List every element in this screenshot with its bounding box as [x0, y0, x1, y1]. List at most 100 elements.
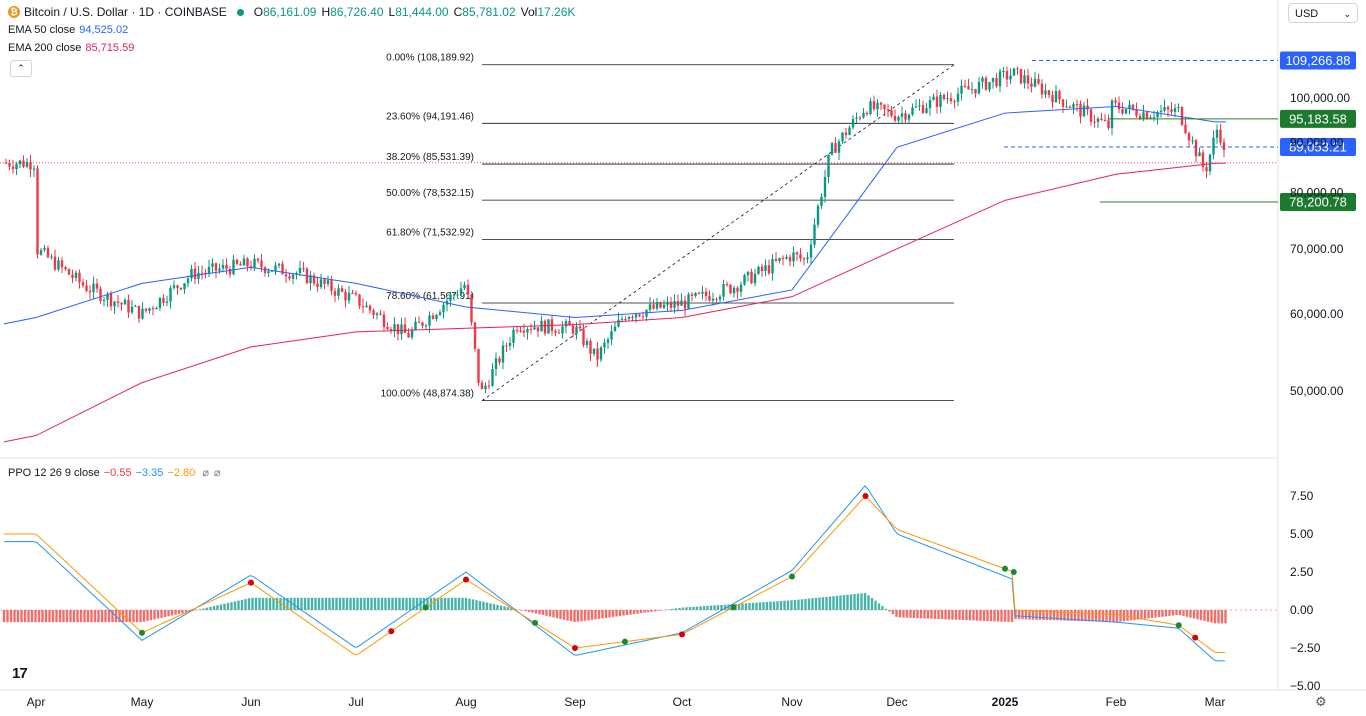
ppo-histogram-bar — [251, 597, 254, 610]
candle-body — [659, 302, 662, 308]
candle-body — [498, 358, 501, 363]
ppo-histogram-bar — [618, 610, 622, 617]
ppo-histogram-bar — [569, 610, 573, 622]
ppo-histogram-bar — [580, 610, 583, 622]
time-tick-label: Nov — [781, 695, 802, 709]
candle-body — [949, 98, 953, 102]
candle-body — [116, 301, 120, 303]
ppo-histogram-bar — [867, 595, 870, 610]
candle-body — [750, 271, 753, 284]
price-level-tag — [1280, 192, 1356, 211]
ppo-histogram-bar — [842, 595, 846, 610]
candle-body — [239, 263, 242, 266]
ppo-histogram-bar — [1105, 610, 1108, 622]
candle-body — [155, 307, 158, 310]
candle-body — [39, 250, 43, 255]
candle-body — [921, 105, 925, 113]
ppo-histogram-bar — [818, 597, 821, 610]
ppo-histogram-bar — [13, 610, 16, 623]
ppo-histogram-bar — [636, 610, 639, 614]
ohlc-key-h: H — [321, 5, 331, 19]
time-tick-label: Feb — [1106, 695, 1127, 709]
candle-body — [281, 263, 284, 275]
ppo-histogram-bar — [919, 610, 923, 619]
ppo-histogram-bar — [261, 597, 265, 610]
candle-body — [1079, 104, 1082, 117]
candle-body — [158, 297, 162, 308]
ppo-histogram-bar — [443, 597, 447, 610]
ppo-histogram-bar — [492, 604, 496, 610]
settings-icon[interactable]: ⌀ — [214, 467, 221, 479]
ppo-histogram-bar — [643, 610, 646, 613]
ppo-histogram-bar — [632, 610, 636, 615]
candle-body — [358, 294, 361, 307]
ppo-histogram-bar — [814, 597, 818, 610]
candle-body — [130, 306, 134, 313]
ppo-histogram-bar — [205, 607, 209, 610]
ppo-histogram-bar — [1077, 610, 1080, 622]
ppo-histogram-bar — [755, 602, 758, 610]
ppo-histogram-bar — [447, 597, 450, 610]
symbol-title[interactable]: Bitcoin / U.S. Dollar · 1D · COINBASE — [24, 5, 227, 19]
ema50-value: 94,525.02 — [79, 24, 129, 36]
price-level-tag — [1280, 138, 1356, 157]
ppo-histogram-bar — [1150, 610, 1154, 618]
hide-icon[interactable]: ⌀ — [202, 467, 209, 479]
ppo-histogram-bar — [342, 597, 345, 610]
ppo-histogram-bar — [356, 597, 359, 610]
candle-body — [1170, 109, 1173, 112]
ppo-histogram-bar — [345, 597, 349, 610]
ppo-histogram-bar — [1070, 610, 1073, 621]
ppo-histogram-bar — [898, 610, 902, 618]
price-level-tag — [1280, 109, 1356, 128]
ppo-histogram-bar — [776, 601, 779, 610]
time-tick-label: Aug — [455, 695, 476, 709]
ppo-histogram-bar — [989, 610, 993, 622]
candle-body — [442, 304, 445, 313]
candle-body — [1023, 75, 1026, 84]
ema200-legend[interactable]: EMA 200 close 85,715.59 — [8, 42, 134, 54]
gear-icon[interactable]: ⚙ — [1315, 694, 1327, 709]
ppo-tick-label: −5.00 — [1290, 679, 1321, 693]
ppo-histogram-bar — [965, 610, 968, 621]
currency-select[interactable]: USD ⌄ — [1288, 3, 1358, 23]
candle-body — [802, 258, 806, 260]
candle-body — [207, 266, 211, 273]
candle-body — [141, 308, 144, 319]
ppo-histogram-bar — [300, 597, 303, 610]
collapse-legend-button[interactable]: ⌃ — [10, 60, 32, 77]
time-tick-label: Dec — [886, 695, 907, 709]
ppo-label: PPO 12 26 9 close — [8, 467, 100, 479]
ppo-tick-label: 5.00 — [1290, 527, 1314, 541]
candle-body — [862, 112, 865, 118]
candle-body — [631, 317, 634, 319]
ema50-legend[interactable]: EMA 50 close 94,525.02 — [8, 24, 128, 36]
ppo-histogram-bar — [23, 610, 27, 623]
ppo-histogram-bar — [541, 610, 545, 616]
candle-body — [848, 127, 851, 136]
candle-body — [1128, 104, 1131, 109]
candle-body — [554, 330, 557, 333]
candle-body — [242, 258, 246, 266]
bitcoin-icon: ₿ — [8, 6, 20, 18]
ppo-histogram-bar — [692, 606, 695, 610]
tradingview-logo[interactable]: 17 — [12, 665, 28, 682]
candle-body — [662, 304, 666, 308]
ppo-histogram-bar — [121, 610, 125, 623]
ppo-histogram-bar — [258, 597, 261, 610]
candle-body — [396, 324, 400, 335]
ohlc-value-h: 86,726.40 — [330, 5, 384, 19]
ppo-histogram-bar — [877, 603, 881, 610]
price-tick-label: 80,000.00 — [1290, 185, 1344, 199]
ppo-histogram-bar — [524, 610, 527, 612]
ppo-histogram-bar — [1157, 610, 1161, 618]
ppo-histogram-bar — [905, 610, 909, 618]
candle-body — [501, 345, 505, 363]
ppo-histogram-bar — [716, 605, 720, 610]
ohlc-values: O86,161.09 H86,726.40 L81,444.00 C85,781.02… — [254, 5, 581, 19]
ppo-histogram-bar — [468, 598, 471, 610]
ppo-legend[interactable]: PPO 12 26 9 close −0.55 −3.35 −2.80 ⌀ ⌀ — [8, 466, 221, 479]
ppo-histogram-bar — [1136, 610, 1140, 620]
ppo-histogram-bar — [408, 597, 412, 610]
